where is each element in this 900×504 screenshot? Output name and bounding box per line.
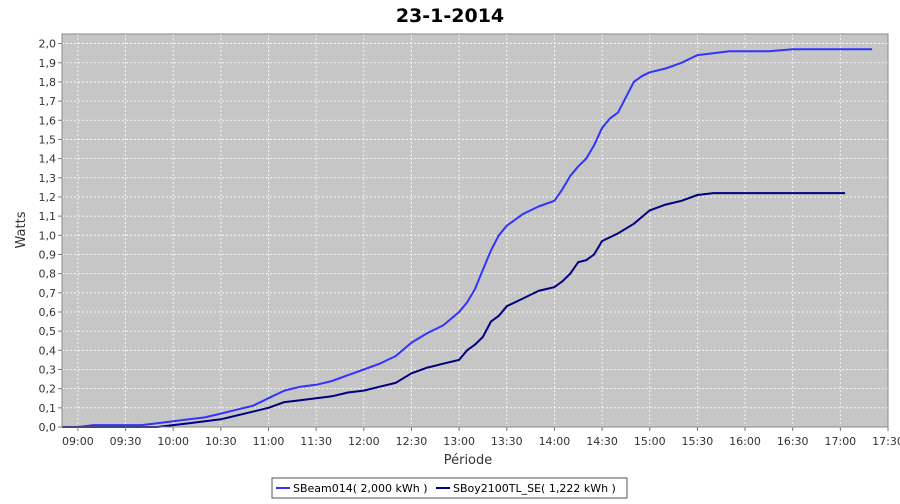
chart-title: 23-1-2014 (396, 5, 504, 27)
y-tick-labels: 0,0 0,1 0,2 0,3 0,4 0,5 0,6 0,7 0,8 0,9 1,0 1,1 1,2 1… (39, 38, 57, 434)
y-tick-label: 1,6 (39, 114, 57, 127)
y-tick-label: 0,0 (39, 421, 57, 434)
x-tick-label: 13:30 (491, 435, 523, 448)
series-lines (62, 48, 873, 428)
x-tick-label: 14:30 (586, 435, 618, 448)
legend-label-1: SBeam014( 2,000 kWh ) (293, 482, 428, 495)
x-tick-label: 12:00 (348, 435, 380, 448)
x-tick-label: 16:30 (777, 435, 809, 448)
y-tick-label: 1,3 (39, 172, 57, 185)
legend-label-2: SBoy2100TL_SE( 1,222 kWh ) (453, 482, 616, 495)
y-axis-label: Watts (14, 211, 29, 248)
y-tick-label: 1,2 (39, 191, 57, 204)
x-tick-label: 15:30 (682, 435, 714, 448)
x-tick-label: 17:30 (872, 435, 900, 448)
legend: SBeam014( 2,000 kWh ) SBoy2100TL_SE( 1,22… (271, 477, 628, 499)
x-tick-label: 09:30 (110, 435, 142, 448)
series-line-1 (62, 48, 873, 428)
x-tick-label: 17:00 (824, 435, 856, 448)
series-line-2 (62, 192, 846, 428)
x-tick-label: 09:00 (62, 435, 94, 448)
x-tick-label: 16:00 (729, 435, 761, 448)
gridlines (62, 34, 888, 428)
axes (58, 33, 889, 431)
x-tick-label: 12:30 (396, 435, 428, 448)
y-tick-label: 1,7 (39, 95, 57, 108)
y-tick-label: 0,3 (39, 363, 57, 376)
x-tick-label: 15:00 (634, 435, 666, 448)
y-tick-label: 0,7 (39, 287, 57, 300)
x-tick-label: 11:00 (253, 435, 285, 448)
y-tick-label: 0,4 (39, 344, 57, 357)
plot-area (62, 34, 888, 427)
y-tick-label: 1,1 (39, 210, 57, 223)
x-tick-label: 13:00 (443, 435, 475, 448)
y-tick-label: 0,9 (39, 248, 57, 261)
x-tick-label: 10:00 (157, 435, 189, 448)
y-tick-label: 0,6 (39, 306, 57, 319)
x-tick-label: 14:00 (539, 435, 571, 448)
y-tick-label: 0,1 (39, 402, 57, 415)
x-axis-label: Période (444, 453, 493, 468)
y-tick-label: 1,5 (39, 133, 57, 146)
x-tick-label: 11:30 (300, 435, 332, 448)
x-tick-labels: 09:00 09:30 10:00 10:30 11:00 11:30 12:00 12:30… (62, 435, 900, 448)
y-tick-label: 1,8 (39, 76, 57, 89)
x-tick-label: 10:30 (205, 435, 237, 448)
y-tick-label: 2,0 (39, 38, 57, 51)
y-tick-label: 1,0 (39, 229, 57, 242)
plot-border (61, 33, 889, 428)
y-tick-label: 0,8 (39, 268, 57, 281)
y-tick-label: 0,2 (39, 383, 57, 396)
y-tick-label: 1,4 (39, 153, 57, 166)
y-tick-label: 1,9 (39, 57, 57, 70)
y-tick-label: 0,5 (39, 325, 57, 338)
